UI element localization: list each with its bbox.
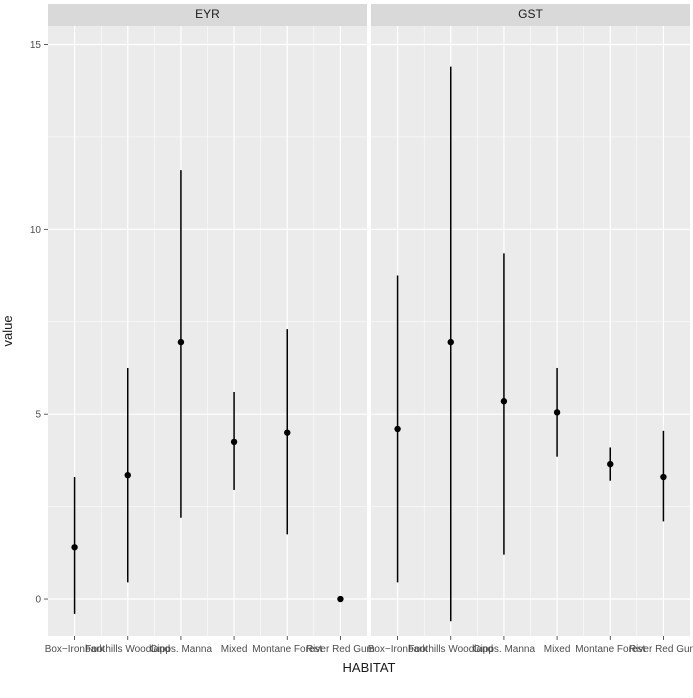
data-point [501, 398, 507, 404]
chart-svg: valueEYRBox−IronbarkFoothills WoodlandGi… [0, 0, 693, 693]
data-point [607, 461, 613, 467]
facet-label: EYR [195, 7, 220, 21]
facet-label: GST [518, 7, 543, 21]
data-point [71, 544, 77, 550]
data-point [394, 426, 400, 432]
x-tick-label: River Red Gum [629, 644, 693, 655]
y-tick-label: 0 [35, 595, 41, 606]
y-tick-label: 15 [30, 40, 42, 51]
x-tick-label: Gipps. Manna [473, 644, 536, 655]
data-point [231, 439, 237, 445]
data-point [337, 596, 343, 602]
data-point [660, 474, 666, 480]
data-point [125, 472, 131, 478]
x-axis-title: HABITAT [343, 660, 396, 675]
x-tick-label: Gipps. Manna [150, 644, 213, 655]
x-tick-label: Mixed [544, 644, 571, 655]
x-tick-label: Mixed [221, 644, 248, 655]
data-point [284, 429, 290, 435]
data-point [448, 339, 454, 345]
y-tick-label: 5 [35, 410, 41, 421]
data-point [554, 409, 560, 415]
data-point [178, 339, 184, 345]
y-axis-title: value [0, 315, 15, 346]
x-tick-label: River Red Gum [306, 644, 375, 655]
chart-container: valueEYRBox−IronbarkFoothills WoodlandGi… [0, 0, 693, 693]
y-tick-label: 10 [30, 225, 42, 236]
